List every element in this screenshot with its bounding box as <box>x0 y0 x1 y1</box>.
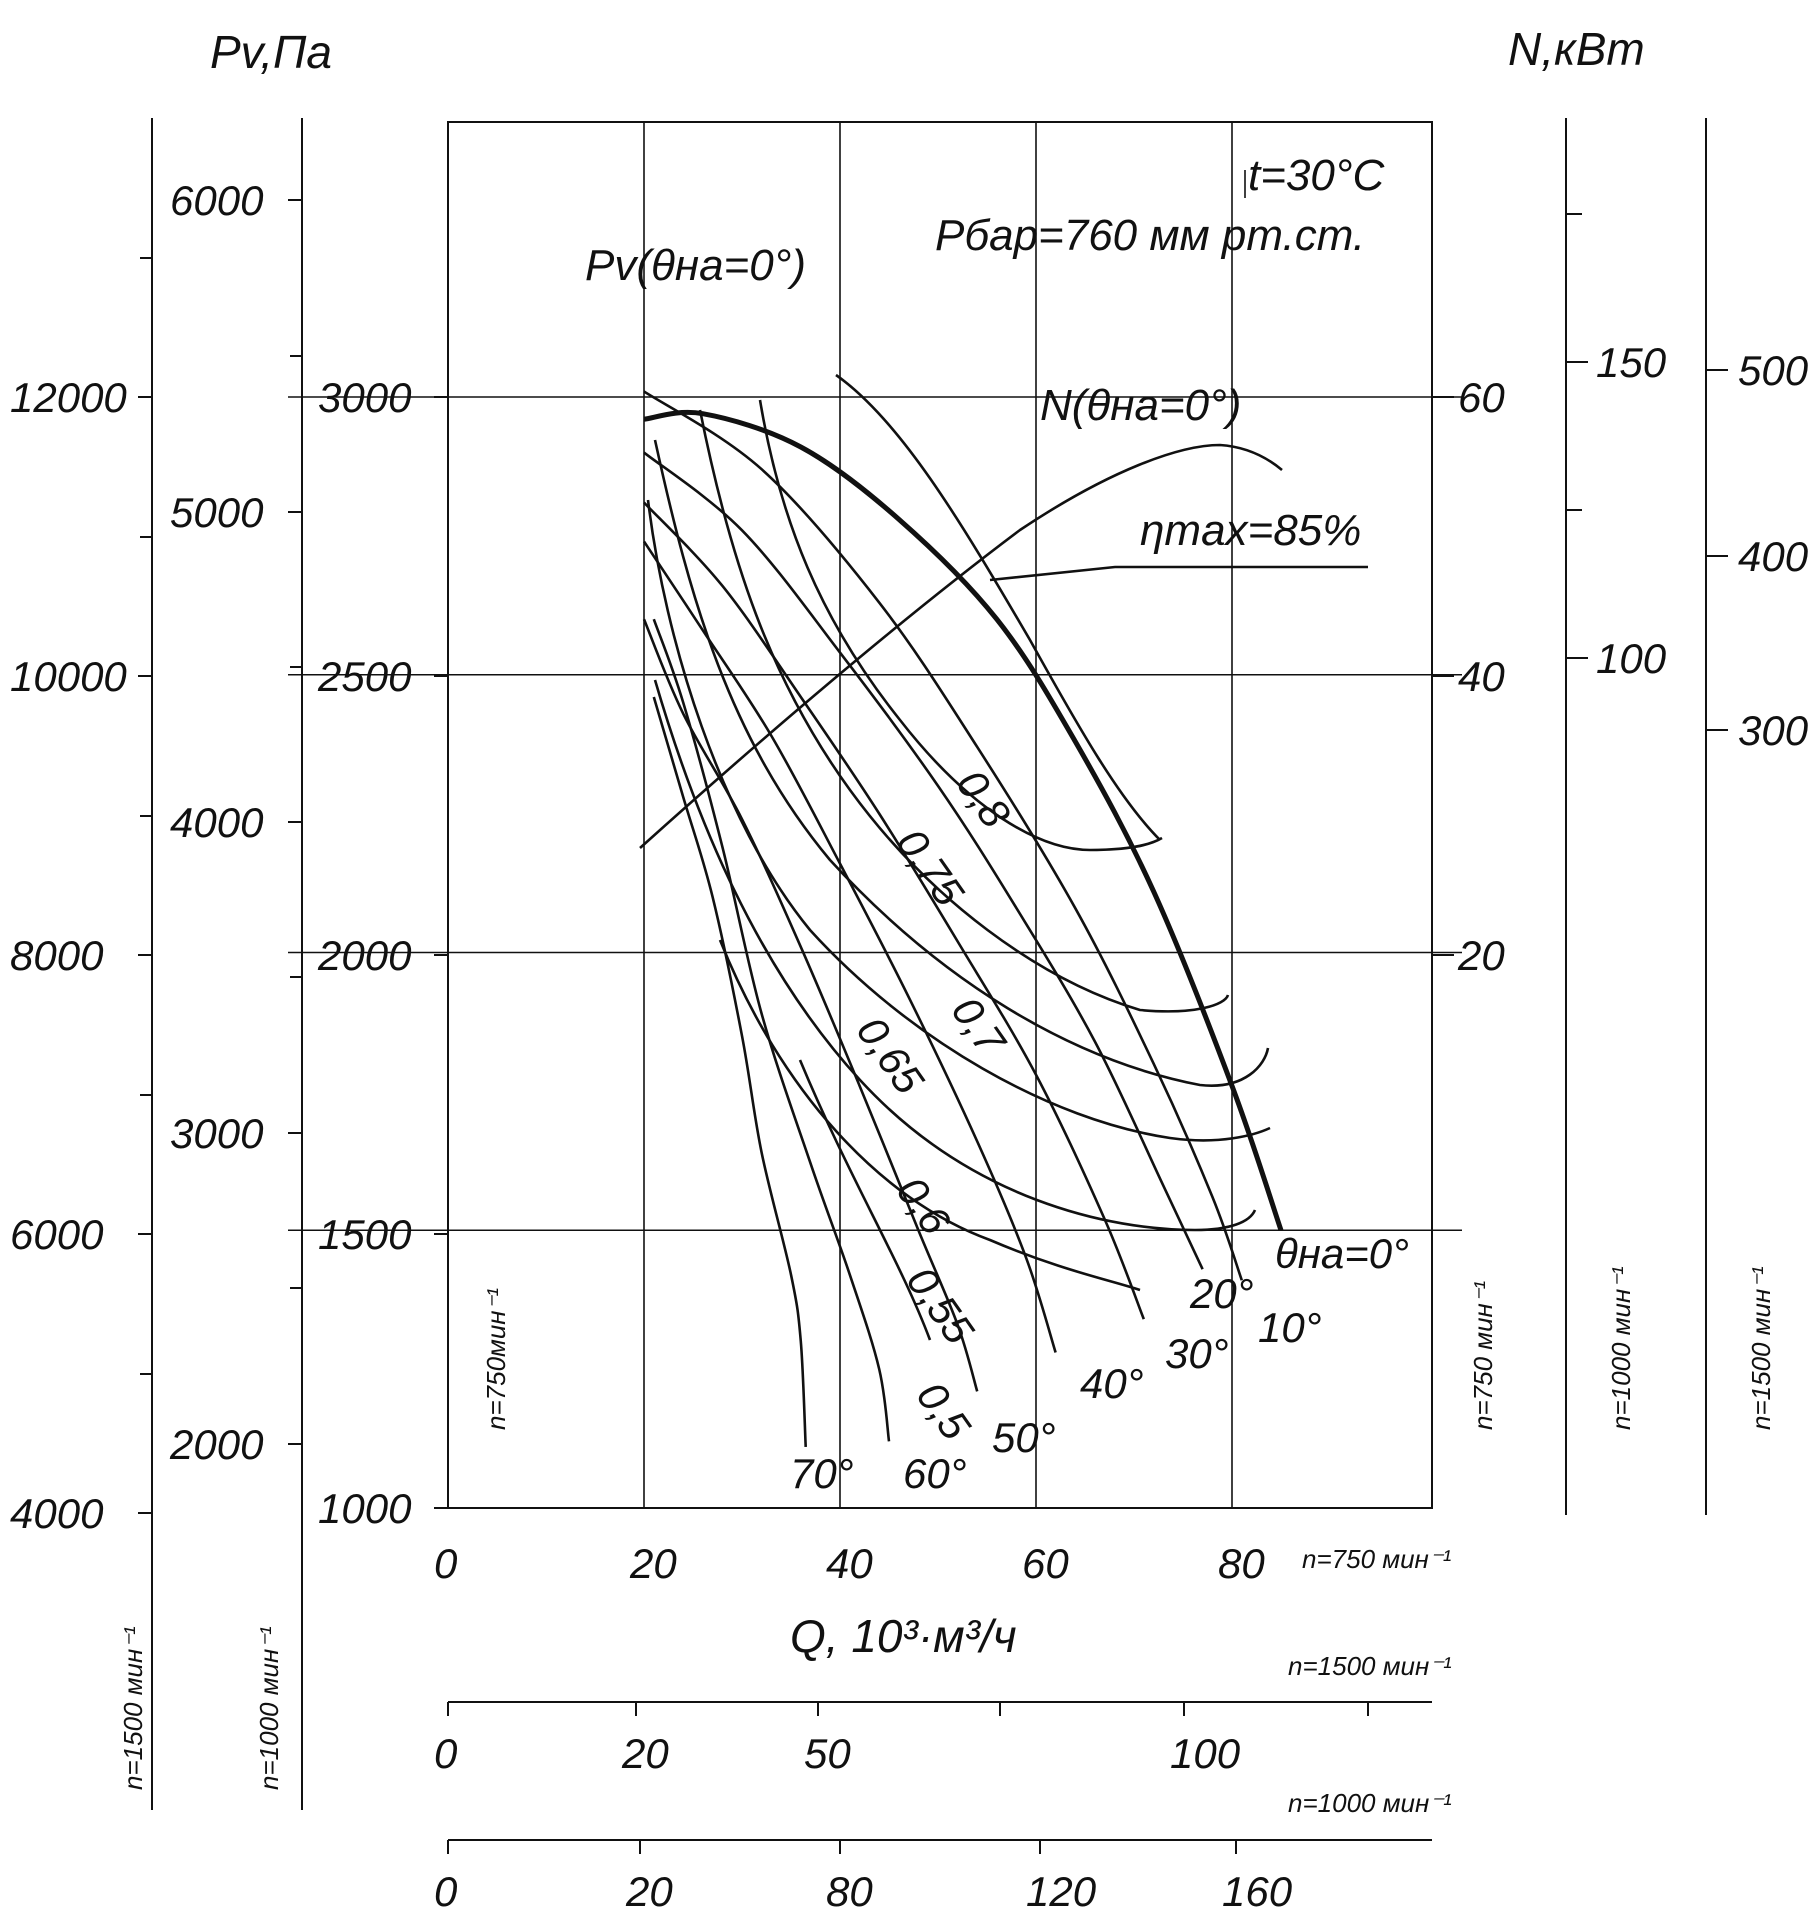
power-curve-label: N(θна=0°) <box>1040 381 1241 430</box>
x-axis-tick-label: 20 <box>629 1540 677 1587</box>
left-axis-tick-label: 6000 <box>10 1211 104 1258</box>
efficiency-max-label: ηmax=85% <box>1140 506 1361 555</box>
x-axis-speed-label: n=750 мин⁻¹ <box>1302 1544 1452 1574</box>
pressure-curve-label: 30° <box>1165 1330 1229 1377</box>
left-axis-tick-label: 2000 <box>169 1421 264 1468</box>
right-axis-tick-label: 150 <box>1596 339 1667 386</box>
efficiency-curve <box>835 373 1161 841</box>
pressure-curve-label: 60° <box>903 1450 967 1497</box>
secondary-x-axis-tick-label: 0 <box>434 1730 458 1777</box>
pressure-curve-label: 20° <box>1189 1270 1254 1317</box>
efficiency-curve <box>653 439 1270 1087</box>
pv-curve-label: Pv(θна=0°) <box>585 241 806 290</box>
left-axis-title: Pv,Па <box>210 26 332 78</box>
pressure-curve-label: 10° <box>1258 1304 1322 1351</box>
left-axis-tick-label: 5000 <box>170 489 264 536</box>
pressure-label: Рбар=760 мм рт.ст. <box>935 211 1365 260</box>
pressure-curve-0 <box>643 409 1284 1232</box>
secondary-x-axis-tick-label: 100 <box>1170 1730 1241 1777</box>
right-axis-tick-label: 60 <box>1458 374 1505 421</box>
x-axis-title: Q, 10³·м³/ч <box>790 1610 1017 1662</box>
secondary-x-axis-tick-label: 20 <box>621 1730 669 1777</box>
pressure-curve-40 <box>642 540 1057 1353</box>
left-axis-tick-label: 4000 <box>170 799 264 846</box>
secondary-x-axis-tick-label: 160 <box>1222 1868 1293 1915</box>
secondary-x-axis-tick-label: 80 <box>826 1868 873 1915</box>
right-axis-tick-label: 300 <box>1738 707 1809 754</box>
left-axis-speed-label: n=1000 мин⁻¹ <box>254 1626 284 1790</box>
left-axis-speed-label: n=750мин⁻¹ <box>481 1288 511 1430</box>
left-axis-tick-label: 3000 <box>318 374 412 421</box>
pressure-curve-10 <box>643 390 1244 1281</box>
right-axis-tick-label: 20 <box>1457 932 1505 979</box>
pressure-curve-label: 50° <box>992 1414 1056 1461</box>
secondary-x-axis-tick-label: 120 <box>1026 1868 1097 1915</box>
pressure-curve-60 <box>652 618 891 1442</box>
efficiency-max-pointer <box>989 565 1368 582</box>
left-axis-tick-label: 12000 <box>10 374 127 421</box>
secondary-x-axis-speed-label: n=1500 мин⁻¹ <box>1288 1651 1452 1681</box>
efficiency-level-label: 0,55 <box>898 1258 984 1352</box>
pressure-curve-label: 70° <box>790 1450 854 1497</box>
left-axis-tick-label: 3000 <box>170 1110 264 1157</box>
temperature-label: t=30°C <box>1248 151 1385 200</box>
right-axis-speed-label: n=1500 мин⁻¹ <box>1746 1266 1776 1430</box>
x-axis-tick-label: 40 <box>826 1540 873 1587</box>
power-curve <box>639 443 1283 849</box>
efficiency-level-label: 0,5 <box>908 1373 980 1448</box>
left-axis-tick-label: 6000 <box>170 177 264 224</box>
right-axis-title: N,кВт <box>1508 23 1645 75</box>
left-axis-tick-label: 2500 <box>317 653 412 700</box>
left-axis-tick-label: 10000 <box>10 653 127 700</box>
left-axis-tick-label: 4000 <box>10 1490 104 1537</box>
pressure-curve-70 <box>652 696 807 1447</box>
pressure-curve-label: 40° <box>1080 1360 1144 1407</box>
efficiency-level-label: 0,75 <box>888 820 974 914</box>
efficiency-curve <box>698 409 1230 1013</box>
left-axis-speed-label: n=1500 мин⁻¹ <box>118 1626 148 1790</box>
left-axis-tick-label: 8000 <box>10 932 104 979</box>
efficiency-level-label: 0,7 <box>943 988 1016 1064</box>
x-axis-tick-label: 0 <box>434 1540 458 1587</box>
right-axis-speed-label: n=750 мин⁻¹ <box>1468 1280 1498 1430</box>
x-axis-tick-label: 80 <box>1218 1540 1265 1587</box>
right-axis-tick-label: 100 <box>1596 635 1667 682</box>
pressure-curve-30 <box>643 501 1146 1320</box>
efficiency-level-label: 0,8 <box>948 761 1020 836</box>
right-axis-tick-label: 500 <box>1738 347 1809 394</box>
left-axis-tick-label: 1500 <box>318 1211 412 1258</box>
secondary-x-axis-tick-label: 0 <box>434 1868 458 1915</box>
right-axis-tick-label: 40 <box>1458 653 1505 700</box>
efficiency-curve <box>758 399 1163 852</box>
left-axis-tick-label: 2000 <box>317 932 412 979</box>
pressure-curve-20 <box>643 451 1204 1270</box>
efficiency-curve <box>718 939 1141 1292</box>
secondary-x-axis-speed-label: n=1000 мин⁻¹ <box>1288 1788 1452 1818</box>
efficiency-curve <box>653 679 1257 1232</box>
secondary-x-axis-tick-label: 50 <box>804 1730 851 1777</box>
secondary-x-axis-tick-label: 20 <box>625 1868 673 1915</box>
left-axis-tick-label: 1000 <box>318 1485 412 1532</box>
x-axis-tick-label: 60 <box>1022 1540 1069 1587</box>
efficiency-curve <box>798 1059 932 1341</box>
right-axis-tick-label: 400 <box>1738 533 1809 580</box>
right-axis-speed-label: n=1000 мин⁻¹ <box>1606 1266 1636 1430</box>
pressure-curve-label: θна=0° <box>1275 1230 1409 1277</box>
efficiency-curve <box>646 499 1271 1142</box>
